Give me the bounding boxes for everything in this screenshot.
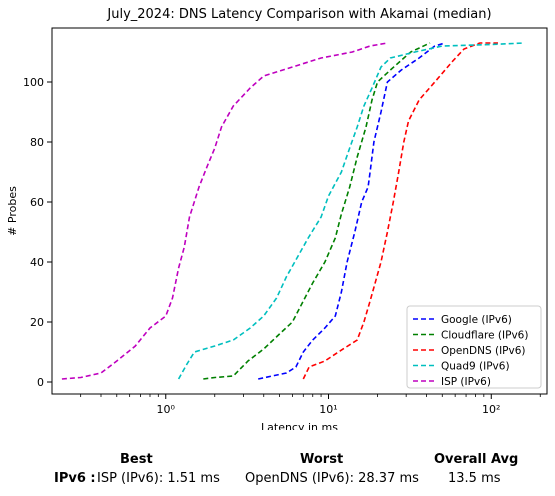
legend-box — [406, 305, 542, 389]
summary-worst-value: OpenDNS (IPv6): 28.37 ms — [245, 471, 419, 486]
legend-label-0: Google (IPv6) — [441, 314, 512, 326]
y-tick-label: 20 — [30, 316, 44, 329]
series-line-4 — [61, 42, 388, 380]
summary-best-value: ISP (IPv6): 1.51 ms — [97, 471, 220, 486]
y-tick-label: 100 — [23, 76, 44, 89]
legend-label-1: Cloudflare (IPv6) — [441, 330, 528, 342]
y-tick-label: 40 — [30, 256, 44, 269]
y-tick-label: 0 — [37, 376, 44, 389]
summary-avg-value: 13.5 ms — [448, 471, 501, 486]
legend-label-2: OpenDNS (IPv6) — [441, 345, 526, 357]
y-tick-label: 80 — [30, 136, 44, 149]
x-axis-label: Latency in ms — [261, 421, 338, 430]
y-axis-label: # Probes — [6, 186, 19, 236]
y-tick-label: 60 — [30, 196, 44, 209]
series-line-2 — [302, 42, 498, 380]
series-line-1 — [203, 42, 431, 380]
x-tick-label: 10⁰ — [157, 403, 176, 416]
series-line-3 — [177, 42, 525, 380]
summary-avg-header: Overall Avg — [434, 452, 519, 467]
plot-frame — [51, 27, 548, 395]
x-tick-label: 10² — [482, 403, 500, 416]
chart-title: July_2024: DNS Latency Comparison with A… — [106, 7, 491, 22]
latency-chart: July_2024: DNS Latency Comparison with A… — [6, 7, 548, 430]
summary-best-header: Best — [120, 452, 153, 467]
legend-label-4: ISP (IPv6) — [441, 376, 491, 388]
x-tick-label: 10¹ — [319, 403, 337, 416]
summary-worst-header: Worst — [300, 452, 344, 467]
legend-label-3: Quad9 (IPv6) — [441, 361, 510, 373]
summary-row-label: IPv6 : — [54, 471, 96, 486]
